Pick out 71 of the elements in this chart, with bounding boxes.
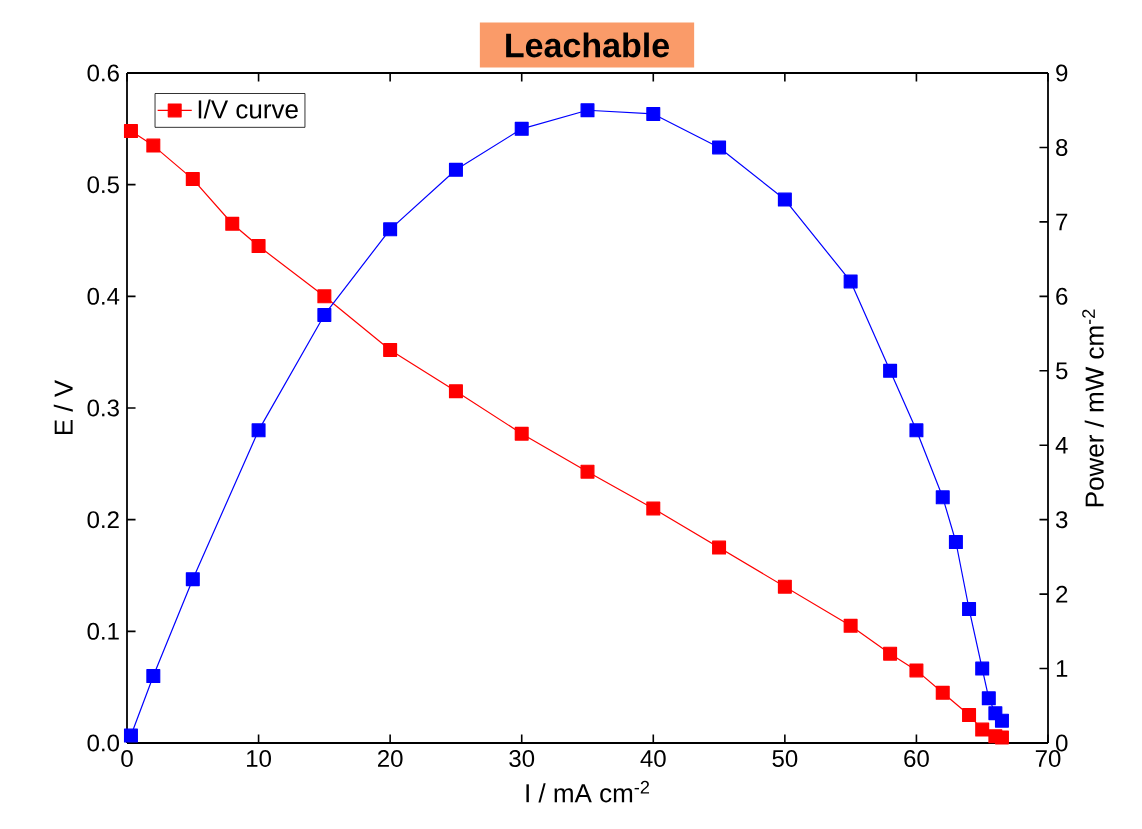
chart-title: Leachable — [506, 32, 669, 58]
point — [646, 106, 661, 121]
y-tick-label: 0.6 — [87, 64, 119, 82]
point — [712, 140, 727, 155]
x-tick-label: 40 — [640, 750, 666, 768]
point — [975, 722, 990, 737]
point — [317, 307, 332, 322]
point — [777, 192, 792, 207]
point — [383, 342, 398, 357]
y2-tick-label: 5 — [1056, 362, 1068, 380]
point — [383, 222, 398, 237]
point — [909, 663, 924, 678]
point — [975, 661, 990, 676]
x-tick-label: 20 — [377, 750, 403, 768]
point — [712, 540, 727, 555]
y2-tick-label: 4 — [1055, 436, 1068, 454]
y-tick-label: 0.3 — [87, 399, 119, 417]
point — [646, 501, 661, 516]
y2-tick-label: 9 — [1056, 64, 1068, 82]
point — [123, 728, 138, 743]
y2-tick-label: 2 — [1056, 585, 1068, 603]
y-tick-label: 0.1 — [87, 622, 119, 640]
x-tick-label: 10 — [247, 750, 271, 768]
y2-tick-label: 0 — [1056, 734, 1068, 752]
y2-axis-title: Power / mW cm$^{-2}$ — [1082, 309, 1104, 507]
y2-tick-label: 3 — [1055, 511, 1068, 529]
point — [580, 103, 595, 118]
point — [935, 490, 950, 505]
y2-tick-label: 7 — [1056, 213, 1068, 231]
x-tick-label: 30 — [509, 750, 535, 768]
point — [225, 216, 240, 231]
point — [948, 534, 963, 549]
y2-tick-label: 8 — [1056, 138, 1068, 156]
x-tick-label: 60 — [904, 750, 929, 768]
point — [843, 274, 858, 289]
y-axis-title: E / V — [53, 379, 73, 435]
point — [251, 239, 266, 254]
point — [146, 668, 161, 683]
point — [909, 423, 924, 438]
point — [185, 572, 200, 587]
point — [251, 423, 266, 438]
y2-tick-label: 6 — [1056, 287, 1068, 305]
point — [883, 646, 898, 661]
x-tick-label: 0 — [121, 750, 133, 768]
point — [962, 601, 977, 616]
x-tick-label: 70 — [1035, 750, 1061, 768]
point — [448, 384, 463, 399]
point — [146, 138, 161, 153]
y-tick-label: 0.2 — [87, 511, 119, 529]
point — [580, 464, 595, 479]
y-tick-label: 0.4 — [87, 287, 120, 305]
y-tick-label: 0.0 — [87, 734, 120, 752]
point — [185, 172, 200, 187]
point — [317, 289, 332, 304]
point — [123, 124, 138, 139]
y-tick-label: 0.5 — [87, 176, 119, 194]
point — [994, 713, 1009, 728]
legend-label: I/V curve — [198, 99, 298, 119]
point — [514, 426, 529, 441]
point — [883, 363, 898, 378]
x-axis-title: I / mA cm$^{-2}$ — [526, 780, 650, 803]
x-tick-label: 50 — [772, 750, 798, 768]
point — [843, 618, 858, 633]
point — [777, 579, 792, 594]
point — [514, 121, 529, 136]
point — [935, 685, 950, 700]
point — [981, 691, 996, 706]
y2-tick-label: 1 — [1056, 660, 1068, 677]
point — [962, 708, 977, 723]
point — [448, 162, 463, 177]
point — [994, 730, 1009, 745]
